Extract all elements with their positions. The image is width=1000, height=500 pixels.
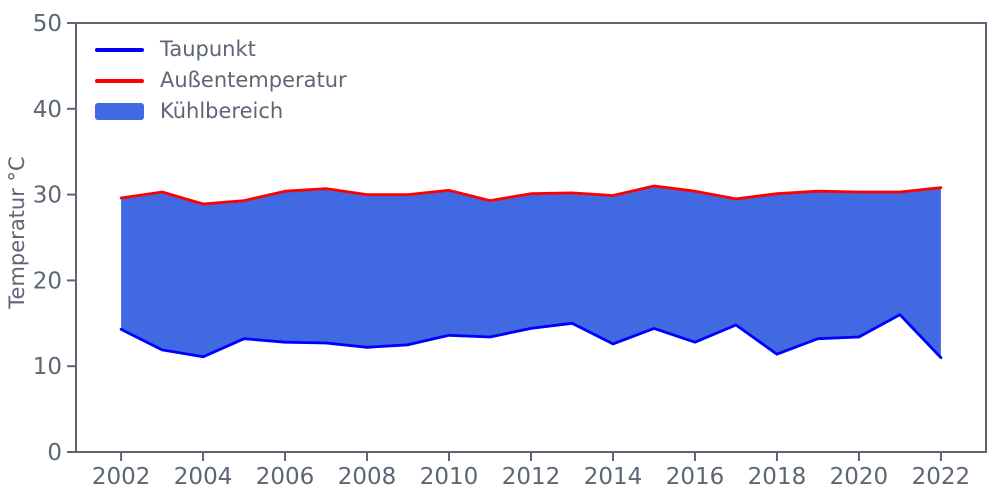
taupunkt-line-swatch [95, 47, 144, 52]
legend-item-taupunkt: Taupunkt [95, 34, 347, 65]
x-tick-label: 2008 [338, 464, 397, 490]
aussentemperatur-line-swatch [95, 78, 144, 83]
kuehlbereich-area-swatch [95, 103, 144, 120]
legend-item-kuehlbereich: Kühlbereich [95, 96, 347, 127]
x-tick-label: 2010 [420, 464, 479, 490]
y-tick-label: 10 [33, 354, 62, 380]
x-tick-label: 2006 [256, 464, 315, 490]
x-tick-label: 2002 [92, 464, 151, 490]
y-tick-label: 40 [33, 97, 62, 123]
x-tick-label: 2014 [584, 464, 643, 490]
x-tick-label: 2020 [830, 464, 889, 490]
x-tick-label: 2004 [174, 464, 233, 490]
y-tick-label: 0 [47, 440, 62, 466]
aussentemperatur-line [119, 184, 943, 206]
legend-item-aussentemperatur: Außentemperatur [95, 65, 347, 96]
legend-label-aussentemperatur: Außentemperatur [160, 68, 347, 92]
legend-label-kuehlbereich: Kühlbereich [160, 99, 284, 123]
taupunkt-line [119, 313, 943, 360]
kuehlbereich-area [121, 186, 941, 358]
x-tick-label: 2016 [666, 464, 725, 490]
y-tick-label: 30 [33, 183, 62, 209]
y-tick-label: 50 [33, 11, 62, 37]
x-tick-label: 2012 [502, 464, 561, 490]
y-axis-label: Temperatur °C [5, 156, 29, 309]
y-tick-label: 20 [33, 268, 62, 294]
legend-label-taupunkt: Taupunkt [160, 37, 256, 61]
x-tick-label: 2018 [748, 464, 807, 490]
x-tick-label: 2022 [912, 464, 971, 490]
chart-legend: Taupunkt Außentemperatur Kühlbereich [95, 34, 347, 127]
